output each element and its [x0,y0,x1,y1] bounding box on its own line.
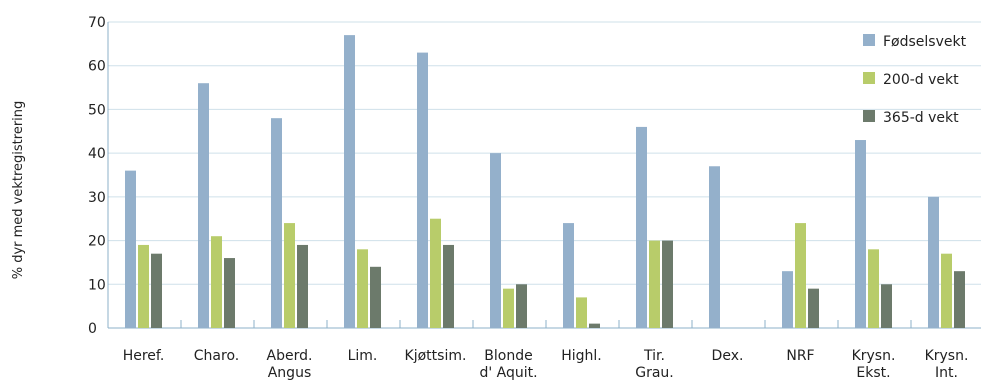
axes: 0 10 20 30 40 50 60 70 [88,15,981,337]
bar [284,223,295,328]
category-label: Int. [935,365,958,381]
category-label: Heref. [123,348,165,364]
bar [417,52,428,328]
y-tick-label: 30 [88,190,106,206]
y-tick-label: 40 [88,146,106,162]
bar [954,271,965,328]
y-axis-label: % dyr med vektregistrering [11,101,26,280]
bars [125,35,965,329]
category-label: Aberd. [267,348,313,364]
y-tick-label: 70 [88,15,106,31]
legend-label: Fødselsvekt [883,34,967,50]
legend: Fødselsvekt 200-d vekt 365-d vekt [863,34,967,126]
bar [795,223,806,328]
category-label: Angus [268,365,312,381]
legend-label: 365-d vekt [883,110,959,126]
legend-label: 200-d vekt [883,72,959,88]
bar [881,284,892,328]
category-label: Charo. [194,348,239,364]
bar [928,196,939,328]
category-label: Dex. [712,348,744,364]
bar [357,249,368,328]
bar [151,253,162,328]
bar [516,284,527,328]
bar [297,244,308,328]
bar [503,288,514,328]
bar [370,266,381,328]
y-tick-label: 10 [88,277,106,293]
bar [855,140,866,328]
bar [344,35,355,328]
bar [636,126,647,329]
y-tick-label: 0 [88,321,97,337]
bar [941,253,952,328]
y-tick-label: 50 [88,102,106,118]
category-label: NRF [786,348,814,364]
bar [490,153,501,328]
category-label: Kjøttsim. [405,348,467,364]
bar [868,249,879,328]
category-label: d' Aquit. [479,365,537,381]
category-label: Highl. [561,348,602,364]
category-label: Krysn. [925,348,969,364]
bar [563,223,574,328]
bar [443,244,454,328]
legend-swatch [863,34,875,46]
bar [211,236,222,328]
bar [430,218,441,328]
bar [662,240,673,328]
category-label: Grau. [635,365,674,381]
category-label: Ekst. [856,365,890,381]
bar [224,258,235,328]
y-tick-label: 60 [88,59,106,75]
bar [709,166,720,328]
category-label: Tir. [643,348,665,364]
grid [108,21,981,285]
category-labels: Heref. Charo. Aberd.Angus Lim. Kjøttsim. Blon… [123,348,969,381]
bar [782,271,793,328]
bar [649,240,660,328]
bar [576,297,587,328]
bar [198,83,209,328]
bar [138,244,149,328]
bar [125,170,136,328]
category-label: Blonde [484,348,532,364]
legend-swatch [863,72,875,84]
legend-swatch [863,110,875,122]
y-tick-label: 20 [88,234,106,250]
bar [589,323,600,328]
category-label: Krysn. [852,348,896,364]
bar [808,288,819,328]
bar [271,118,282,329]
category-label: Lim. [348,348,378,364]
